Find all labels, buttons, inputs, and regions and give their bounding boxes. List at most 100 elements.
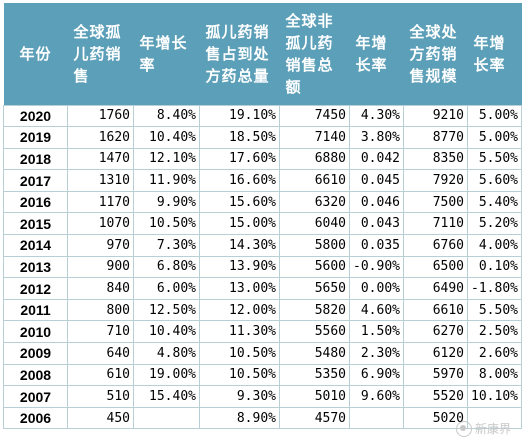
cell-non-orphan-sales: 6880 [279, 147, 350, 171]
header-orphan-sales: 全球孤儿药销售 [67, 3, 134, 105]
cell-non-orphan-growth: 0.035 [349, 234, 404, 257]
cell-orphan-growth: 6.00% [133, 277, 200, 300]
cell-orphan-growth: 12.10% [133, 147, 200, 171]
cell-non-orphan-growth: 1.50% [349, 320, 404, 344]
table-row: 2010 710 10.40% 11.30% 5560 1.50% 6270 2.50% [3, 320, 522, 344]
cell-non-orphan-growth: 4.60% [349, 298, 404, 322]
table-row: 2009 640 4.80% 10.50% 5480 2.30% 6120 2.60% [3, 342, 522, 365]
cell-orphan-share: 8.90% [199, 406, 280, 430]
cell-orphan-share: 14.30% [199, 234, 280, 257]
cell-year: 2020 [3, 104, 68, 128]
header-rx-growth: 年增长率 [467, 3, 522, 105]
cell-rx-growth [467, 406, 522, 430]
cell-orphan-growth: 12.50% [133, 298, 200, 322]
table-row: 2016 1170 9.90% 15.60% 6320 0.046 7500 5.40% [3, 190, 522, 214]
cell-rx-sales: 6270 [403, 320, 468, 344]
cell-non-orphan-sales: 6040 [279, 212, 350, 236]
cell-rx-growth: 2.50% [467, 320, 522, 344]
cell-orphan-share: 10.50% [199, 342, 280, 365]
cell-year: 2014 [3, 234, 68, 257]
cell-non-orphan-sales: 5560 [279, 320, 350, 344]
header-orphan-share: 孤儿药销售占到处方药总量 [199, 3, 280, 105]
cell-orphan-growth: 10.40% [133, 320, 200, 344]
header-non-orphan-sales: 全球非孤儿药销售总额 [279, 3, 350, 105]
cell-rx-sales: 6120 [403, 342, 468, 365]
cell-orphan-growth: 10.40% [133, 126, 200, 149]
cell-non-orphan-sales: 5350 [279, 363, 350, 387]
cell-orphan-growth: 19.00% [133, 363, 200, 387]
cell-non-orphan-sales: 5600 [279, 255, 350, 279]
cell-rx-sales: 6760 [403, 234, 468, 257]
header-non-orphan-growth: 年增长率 [349, 3, 404, 105]
cell-orphan-sales: 450 [67, 406, 134, 430]
cell-year: 2006 [3, 406, 68, 430]
cell-non-orphan-growth: 0.045 [349, 169, 404, 192]
cell-rx-sales: 6610 [403, 298, 468, 322]
cell-rx-sales: 8350 [403, 147, 468, 171]
cell-rx-sales: 5970 [403, 363, 468, 387]
cell-orphan-sales: 970 [67, 234, 134, 257]
table-row: 2006 450 8.90% 4570 5020 [3, 406, 522, 430]
cell-orphan-share: 13.00% [199, 277, 280, 300]
cell-orphan-share: 15.00% [199, 212, 280, 236]
cell-orphan-sales: 640 [67, 342, 134, 365]
table-row: 2018 1470 12.10% 17.60% 6880 0.042 8350 5.50% [3, 147, 522, 171]
cell-non-orphan-growth: -0.90% [349, 255, 404, 279]
cell-non-orphan-growth [349, 406, 404, 430]
cell-orphan-growth [133, 406, 200, 430]
cell-orphan-share: 10.50% [199, 363, 280, 387]
cell-rx-sales: 6490 [403, 277, 468, 300]
cell-orphan-share: 13.90% [199, 255, 280, 279]
cell-non-orphan-growth: 4.30% [349, 104, 404, 128]
header-rx-sales: 全球处方药销售规模 [403, 3, 468, 105]
cell-rx-growth: 2.60% [467, 342, 522, 365]
cell-rx-growth: 4.00% [467, 234, 522, 257]
cell-rx-sales: 7500 [403, 190, 468, 214]
cell-orphan-share: 18.50% [199, 126, 280, 149]
cell-rx-growth: 5.00% [467, 104, 522, 128]
cell-non-orphan-growth: 0.00% [349, 277, 404, 300]
cell-orphan-sales: 1070 [67, 212, 134, 236]
cell-year: 2010 [3, 320, 68, 344]
cell-year: 2013 [3, 255, 68, 279]
circle-logo-icon [455, 420, 472, 437]
cell-non-orphan-sales: 5010 [279, 385, 350, 408]
cell-orphan-growth: 4.80% [133, 342, 200, 365]
cell-non-orphan-sales: 6320 [279, 190, 350, 214]
cell-non-orphan-growth: 0.042 [349, 147, 404, 171]
cell-rx-growth: 5.60% [467, 169, 522, 192]
cell-orphan-share: 11.30% [199, 320, 280, 344]
cell-orphan-sales: 710 [67, 320, 134, 344]
cell-non-orphan-sales: 6610 [279, 169, 350, 192]
cell-rx-growth: -1.80% [467, 277, 522, 300]
cell-non-orphan-sales: 5820 [279, 298, 350, 322]
cell-orphan-share: 17.60% [199, 147, 280, 171]
cell-orphan-growth: 15.40% [133, 385, 200, 408]
cell-rx-sales: 9210 [403, 104, 468, 128]
watermark-text: 新康界 [474, 422, 511, 436]
cell-non-orphan-sales: 5480 [279, 342, 350, 365]
orphan-drug-sales-table: 年份 全球孤儿药销售 年增长率 孤儿药销售占到处方药总量 全球非孤儿药销售总额 … [3, 3, 522, 430]
cell-orphan-share: 15.60% [199, 190, 280, 214]
table-row: 2017 1310 11.90% 16.60% 6610 0.045 7920 5.60% [3, 169, 522, 192]
cell-orphan-growth: 8.40% [133, 104, 200, 128]
cell-rx-sales: 8770 [403, 126, 468, 149]
cell-rx-growth: 5.50% [467, 298, 522, 322]
cell-rx-growth: 5.40% [467, 190, 522, 214]
cell-year: 2008 [3, 363, 68, 387]
table-row: 2013 900 6.80% 13.90% 5600 -0.90% 6500 0.10% [3, 255, 522, 279]
cell-year: 2018 [3, 147, 68, 171]
cell-non-orphan-growth: 2.30% [349, 342, 404, 365]
cell-non-orphan-growth: 6.90% [349, 363, 404, 387]
cell-rx-sales: 5520 [403, 385, 468, 408]
cell-rx-sales: 5020 [403, 406, 468, 430]
cell-non-orphan-sales: 5800 [279, 234, 350, 257]
cell-orphan-growth: 11.90% [133, 169, 200, 192]
table-body: 2020 1760 8.40% 19.10% 7450 4.30% 9210 5.00% 201… [3, 104, 522, 430]
cell-orphan-share: 9.30% [199, 385, 280, 408]
cell-year: 2017 [3, 169, 68, 192]
cell-year: 2007 [3, 385, 68, 408]
table-row: 2007 510 15.40% 9.30% 5010 9.60% 5520 10.10% [3, 385, 522, 408]
cell-non-orphan-sales: 5650 [279, 277, 350, 300]
